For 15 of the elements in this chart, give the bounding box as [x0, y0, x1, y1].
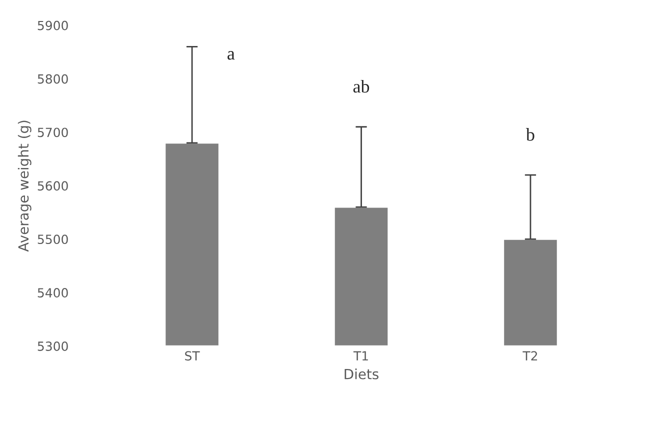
y-axis-title: Average weight (g): [18, 120, 32, 252]
x-tick-label: T1: [353, 351, 368, 360]
y-tick-label: 5900: [38, 20, 68, 30]
x-tick-label: T2: [522, 351, 538, 360]
x-axis-title: Diets: [344, 368, 378, 380]
annotation: b: [526, 128, 534, 141]
x-tick-label: ST: [185, 351, 200, 361]
annotation: ab: [353, 80, 370, 93]
y-tick-label: 5300: [38, 342, 68, 351]
y-tick-label: 5500: [38, 234, 68, 244]
y-tick-label: 5800: [38, 74, 68, 84]
annotation: a: [228, 51, 235, 60]
y-tick-label: 5600: [38, 181, 68, 191]
y-tick-label: 5700: [38, 128, 68, 138]
y-tick-label: 5400: [38, 288, 68, 298]
